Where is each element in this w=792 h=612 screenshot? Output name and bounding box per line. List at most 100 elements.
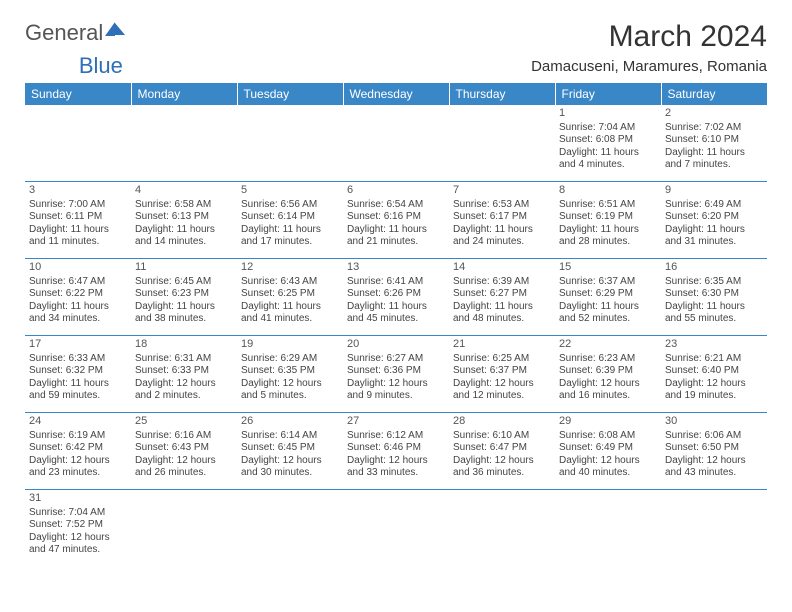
sunrise-text: Sunrise: 6:21 AM <box>665 353 763 366</box>
sunset-text: Sunset: 6:32 PM <box>29 365 127 378</box>
sunset-text: Sunset: 6:33 PM <box>135 365 233 378</box>
sunrise-text: Sunrise: 6:31 AM <box>135 353 233 366</box>
col-friday: Friday <box>555 83 661 105</box>
calendar-day-cell: 25Sunrise: 6:16 AMSunset: 6:43 PMDayligh… <box>131 413 237 490</box>
daylight-text: Daylight: 12 hours and 2 minutes. <box>135 378 233 403</box>
calendar-day-cell <box>25 105 131 182</box>
col-tuesday: Tuesday <box>237 83 343 105</box>
day-number: 22 <box>559 338 657 352</box>
sunrise-text: Sunrise: 6:14 AM <box>241 430 339 443</box>
logo-sail-icon <box>105 22 115 36</box>
sunrise-text: Sunrise: 6:33 AM <box>29 353 127 366</box>
day-number: 21 <box>453 338 551 352</box>
calendar-week-row: 24Sunrise: 6:19 AMSunset: 6:42 PMDayligh… <box>25 413 767 490</box>
sunrise-text: Sunrise: 6:29 AM <box>241 353 339 366</box>
daylight-text: Daylight: 12 hours and 16 minutes. <box>559 378 657 403</box>
day-number: 31 <box>29 492 127 506</box>
calendar-week-row: 1Sunrise: 7:04 AMSunset: 6:08 PMDaylight… <box>25 105 767 182</box>
sunrise-text: Sunrise: 6:19 AM <box>29 430 127 443</box>
calendar-day-cell <box>131 490 237 567</box>
calendar-day-cell: 11Sunrise: 6:45 AMSunset: 6:23 PMDayligh… <box>131 259 237 336</box>
logo-text-2: Blue <box>79 53 123 78</box>
daylight-text: Daylight: 12 hours and 36 minutes. <box>453 455 551 480</box>
sunrise-text: Sunrise: 7:00 AM <box>29 199 127 212</box>
daylight-text: Daylight: 12 hours and 26 minutes. <box>135 455 233 480</box>
sunrise-text: Sunrise: 6:58 AM <box>135 199 233 212</box>
day-number: 7 <box>453 184 551 198</box>
calendar-day-cell: 10Sunrise: 6:47 AMSunset: 6:22 PMDayligh… <box>25 259 131 336</box>
daylight-text: Daylight: 12 hours and 40 minutes. <box>559 455 657 480</box>
daylight-text: Daylight: 12 hours and 43 minutes. <box>665 455 763 480</box>
sunrise-text: Sunrise: 6:56 AM <box>241 199 339 212</box>
sunset-text: Sunset: 6:16 PM <box>347 211 445 224</box>
day-number: 2 <box>665 107 763 121</box>
calendar-week-row: 3Sunrise: 7:00 AMSunset: 6:11 PMDaylight… <box>25 182 767 259</box>
sunset-text: Sunset: 6:10 PM <box>665 134 763 147</box>
sunset-text: Sunset: 7:52 PM <box>29 519 127 532</box>
calendar-day-cell: 13Sunrise: 6:41 AMSunset: 6:26 PMDayligh… <box>343 259 449 336</box>
calendar-day-cell: 14Sunrise: 6:39 AMSunset: 6:27 PMDayligh… <box>449 259 555 336</box>
calendar-day-cell: 31Sunrise: 7:04 AMSunset: 7:52 PMDayligh… <box>25 490 131 567</box>
sunset-text: Sunset: 6:39 PM <box>559 365 657 378</box>
sunset-text: Sunset: 6:30 PM <box>665 288 763 301</box>
sunrise-text: Sunrise: 6:06 AM <box>665 430 763 443</box>
day-number: 4 <box>135 184 233 198</box>
calendar-body: 1Sunrise: 7:04 AMSunset: 6:08 PMDaylight… <box>25 105 767 566</box>
sunrise-text: Sunrise: 6:27 AM <box>347 353 445 366</box>
sunrise-text: Sunrise: 6:37 AM <box>559 276 657 289</box>
sunrise-text: Sunrise: 6:47 AM <box>29 276 127 289</box>
calendar-day-cell <box>343 490 449 567</box>
calendar-day-cell: 29Sunrise: 6:08 AMSunset: 6:49 PMDayligh… <box>555 413 661 490</box>
day-number: 24 <box>29 415 127 429</box>
day-number: 8 <box>559 184 657 198</box>
sunrise-text: Sunrise: 6:10 AM <box>453 430 551 443</box>
daylight-text: Daylight: 12 hours and 12 minutes. <box>453 378 551 403</box>
day-number: 17 <box>29 338 127 352</box>
daylight-text: Daylight: 11 hours and 41 minutes. <box>241 301 339 326</box>
sunrise-text: Sunrise: 6:12 AM <box>347 430 445 443</box>
sunrise-text: Sunrise: 6:54 AM <box>347 199 445 212</box>
day-number: 20 <box>347 338 445 352</box>
day-number: 25 <box>135 415 233 429</box>
sunset-text: Sunset: 6:26 PM <box>347 288 445 301</box>
col-thursday: Thursday <box>449 83 555 105</box>
day-number: 16 <box>665 261 763 275</box>
calendar-day-cell: 26Sunrise: 6:14 AMSunset: 6:45 PMDayligh… <box>237 413 343 490</box>
calendar-day-cell: 1Sunrise: 7:04 AMSunset: 6:08 PMDaylight… <box>555 105 661 182</box>
sunset-text: Sunset: 6:45 PM <box>241 442 339 455</box>
page-title: March 2024 <box>531 20 767 54</box>
daylight-text: Daylight: 11 hours and 11 minutes. <box>29 224 127 249</box>
sunset-text: Sunset: 6:25 PM <box>241 288 339 301</box>
day-number: 9 <box>665 184 763 198</box>
calendar-day-cell: 2Sunrise: 7:02 AMSunset: 6:10 PMDaylight… <box>661 105 767 182</box>
day-number: 10 <box>29 261 127 275</box>
daylight-text: Daylight: 11 hours and 24 minutes. <box>453 224 551 249</box>
calendar-day-cell: 24Sunrise: 6:19 AMSunset: 6:42 PMDayligh… <box>25 413 131 490</box>
calendar-day-cell: 30Sunrise: 6:06 AMSunset: 6:50 PMDayligh… <box>661 413 767 490</box>
calendar-day-cell: 7Sunrise: 6:53 AMSunset: 6:17 PMDaylight… <box>449 182 555 259</box>
daylight-text: Daylight: 11 hours and 38 minutes. <box>135 301 233 326</box>
calendar-day-cell: 28Sunrise: 6:10 AMSunset: 6:47 PMDayligh… <box>449 413 555 490</box>
calendar-day-cell: 19Sunrise: 6:29 AMSunset: 6:35 PMDayligh… <box>237 336 343 413</box>
calendar-day-cell: 15Sunrise: 6:37 AMSunset: 6:29 PMDayligh… <box>555 259 661 336</box>
daylight-text: Daylight: 11 hours and 48 minutes. <box>453 301 551 326</box>
calendar-day-cell: 3Sunrise: 7:00 AMSunset: 6:11 PMDaylight… <box>25 182 131 259</box>
sunset-text: Sunset: 6:46 PM <box>347 442 445 455</box>
daylight-text: Daylight: 12 hours and 9 minutes. <box>347 378 445 403</box>
sunset-text: Sunset: 6:13 PM <box>135 211 233 224</box>
calendar-week-row: 31Sunrise: 7:04 AMSunset: 7:52 PMDayligh… <box>25 490 767 567</box>
sunset-text: Sunset: 6:08 PM <box>559 134 657 147</box>
calendar-day-cell <box>131 105 237 182</box>
sunrise-text: Sunrise: 7:04 AM <box>29 507 127 520</box>
col-sunday: Sunday <box>25 83 131 105</box>
col-saturday: Saturday <box>661 83 767 105</box>
day-number: 11 <box>135 261 233 275</box>
sunrise-text: Sunrise: 6:49 AM <box>665 199 763 212</box>
sunrise-text: Sunrise: 6:53 AM <box>453 199 551 212</box>
calendar-table: Sunday Monday Tuesday Wednesday Thursday… <box>25 83 767 566</box>
calendar-day-cell: 4Sunrise: 6:58 AMSunset: 6:13 PMDaylight… <box>131 182 237 259</box>
sunset-text: Sunset: 6:40 PM <box>665 365 763 378</box>
day-number: 13 <box>347 261 445 275</box>
day-number: 12 <box>241 261 339 275</box>
day-number: 23 <box>665 338 763 352</box>
